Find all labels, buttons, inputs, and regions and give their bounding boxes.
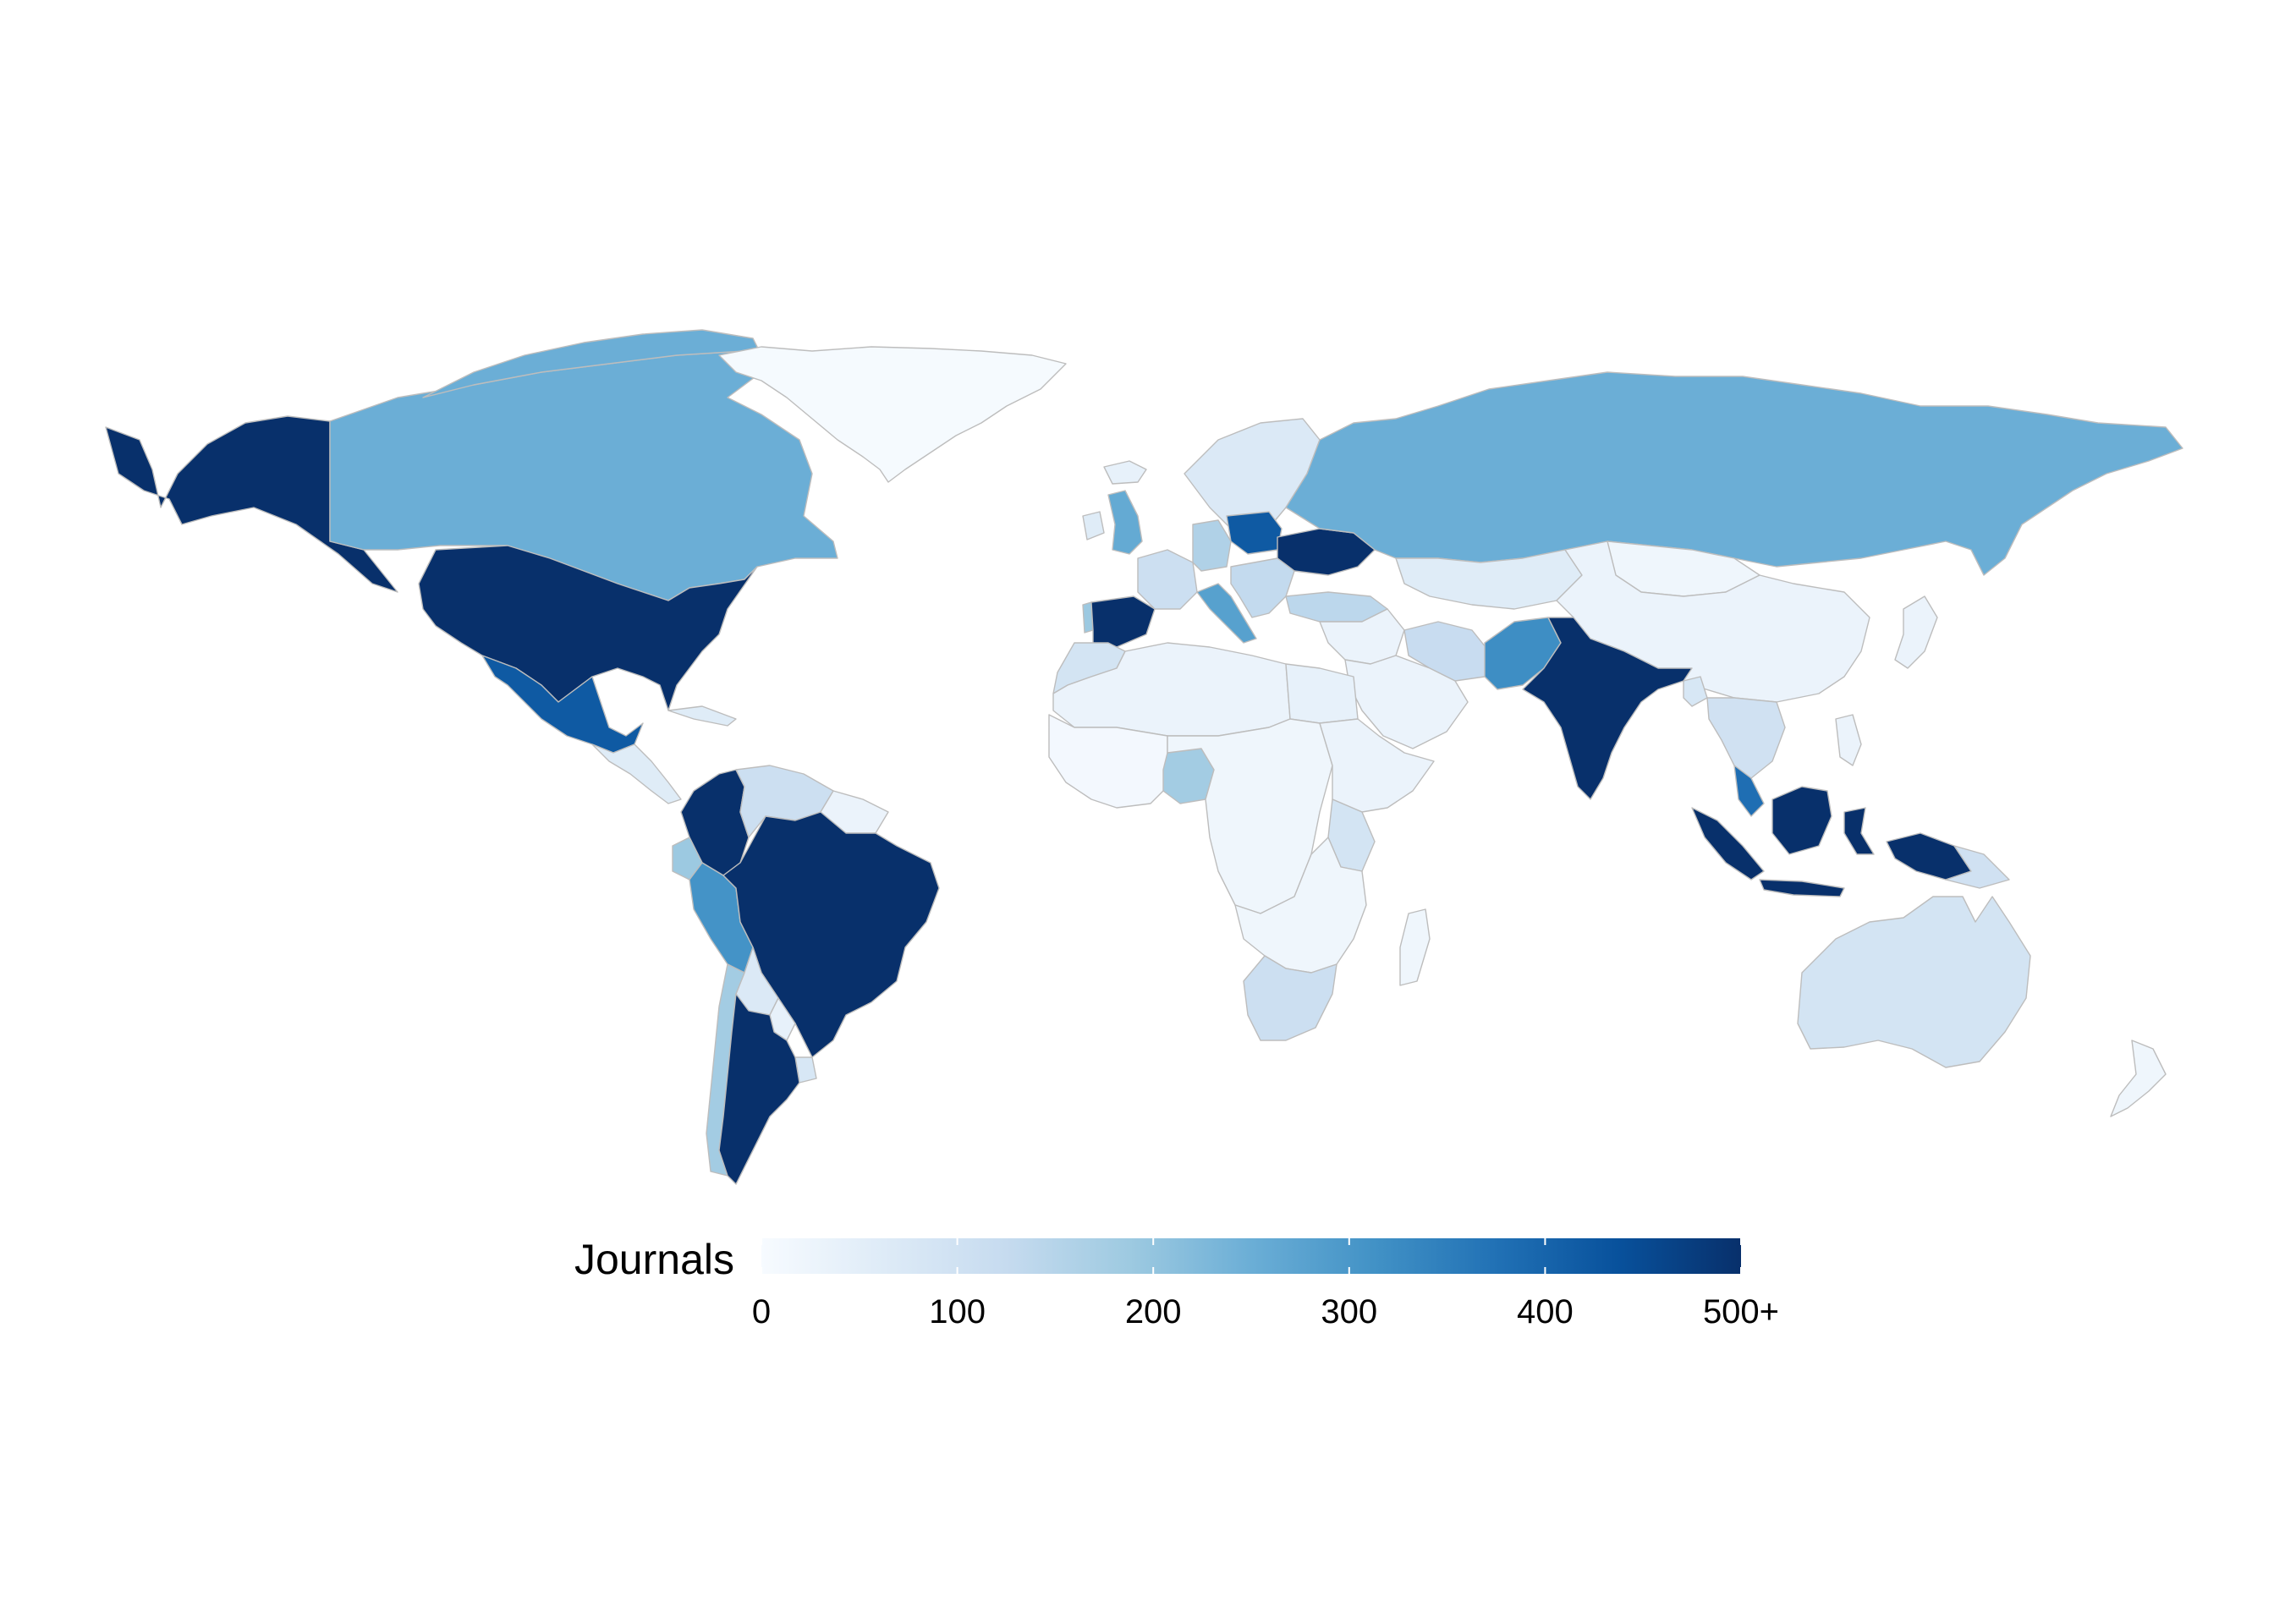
- region-cuba: [667, 705, 737, 727]
- region-mexico: [481, 655, 644, 754]
- region-colombia: [680, 769, 750, 876]
- region-poland: [1226, 511, 1283, 555]
- region-argentina: [718, 993, 800, 1185]
- region-new-zealand: [2110, 1040, 2167, 1117]
- region-spain: [1090, 595, 1156, 648]
- region-philippines: [1835, 714, 1862, 766]
- legend-tick-label: 400: [1517, 1293, 1574, 1330]
- region-canada-arctic: [422, 329, 762, 398]
- region-italy: [1196, 583, 1257, 644]
- region-east-africa: [1319, 718, 1435, 813]
- region-balkans: [1230, 557, 1295, 618]
- map-countries: [105, 329, 2183, 1185]
- map-legend: Journals 0 100 200 300 400 500+: [574, 1236, 1779, 1330]
- region-australia: [1797, 896, 2031, 1068]
- legend-tick-label: 0: [752, 1293, 771, 1330]
- region-ireland: [1082, 511, 1105, 540]
- region-sumatra: [1691, 807, 1765, 881]
- legend-ticks: 0 100 200 300 400 500+: [752, 1238, 1779, 1330]
- region-west-africa: [1048, 714, 1168, 809]
- region-india: [1522, 617, 1693, 800]
- region-papua-new-guinea: [1945, 845, 2010, 889]
- region-south-africa: [1243, 955, 1337, 1041]
- region-sulawesi: [1843, 807, 1875, 855]
- region-bangladesh: [1683, 676, 1708, 707]
- region-france: [1137, 549, 1198, 610]
- region-germany: [1192, 519, 1232, 572]
- region-arabian-peninsula: [1344, 655, 1469, 749]
- region-central-america: [591, 743, 682, 804]
- region-new-guinea: [1886, 832, 1972, 881]
- region-greenland: [718, 346, 1067, 483]
- region-southeast-asia: [1706, 697, 1786, 779]
- region-russia: [1285, 371, 2183, 576]
- region-canada: [329, 350, 838, 601]
- region-madagascar: [1399, 908, 1431, 986]
- region-japan: [1894, 595, 1938, 669]
- legend-tick-label: 100: [929, 1293, 986, 1330]
- legend-tick-label: 300: [1321, 1293, 1377, 1330]
- legend-tick-label: 500+: [1703, 1293, 1779, 1330]
- region-malaysia: [1733, 765, 1765, 817]
- region-iceland: [1103, 460, 1147, 485]
- legend-title: Journals: [574, 1236, 734, 1283]
- legend-tick-label: 200: [1125, 1293, 1182, 1330]
- region-java: [1759, 879, 1845, 897]
- region-borneo: [1771, 786, 1832, 855]
- legend-color-bar: [761, 1238, 1741, 1274]
- region-united-kingdom: [1107, 490, 1143, 555]
- region-united-states: [418, 545, 758, 711]
- region-alaska: [105, 415, 398, 593]
